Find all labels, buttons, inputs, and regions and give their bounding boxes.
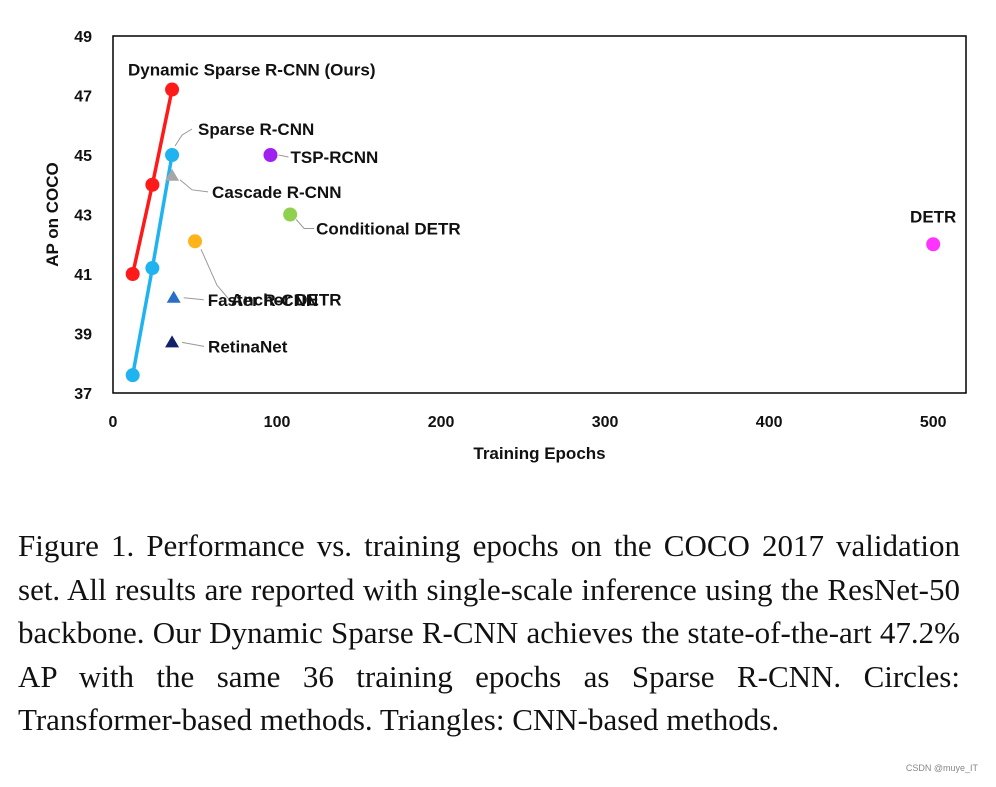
x-tick-label: 500 — [920, 414, 947, 431]
leader-line — [181, 341, 205, 347]
x-axis-title: Training Epochs — [473, 444, 605, 463]
leader-line — [183, 297, 204, 301]
leader-line — [278, 154, 289, 158]
series-point — [145, 261, 160, 276]
series-point — [165, 148, 180, 162]
x-tick-labels: 0 100 200 300 400 500 — [109, 414, 947, 431]
point-label: DETR — [910, 207, 956, 226]
series-label: Dynamic Sparse R-CNN (Ours) — [128, 61, 376, 80]
x-tick-label: 300 — [592, 414, 619, 431]
leader-line — [200, 249, 230, 300]
point-label: Cascade R-CNN — [212, 183, 341, 202]
x-tick-label: 200 — [428, 414, 455, 431]
y-tick-label: 41 — [74, 267, 92, 284]
leader-line — [295, 219, 315, 229]
y-tick-label: 47 — [74, 89, 92, 106]
circle-point — [283, 207, 298, 222]
series-label: Sparse R-CNN — [198, 120, 314, 139]
series-point — [125, 368, 140, 383]
plot-area — [112, 35, 967, 394]
x-tick-label: 100 — [264, 414, 291, 431]
series-point — [165, 82, 180, 97]
y-tick-label: 43 — [74, 208, 92, 225]
triangle-point — [166, 290, 181, 303]
leader-line — [179, 179, 209, 193]
series-point — [145, 177, 160, 192]
point-label: Faster R-CNN — [208, 291, 319, 310]
circle-point — [263, 148, 278, 162]
point-label: Conditional DETR — [316, 220, 460, 239]
y-tick-label: 39 — [74, 327, 92, 344]
y-tick-label: 49 — [74, 29, 92, 46]
triangle-point — [165, 168, 180, 181]
y-tick-label: 37 — [74, 386, 92, 403]
x-tick-label: 400 — [756, 414, 783, 431]
figure-caption: Figure 1. Performance vs. training epoch… — [18, 528, 960, 737]
point-labels: Dynamic Sparse R-CNN (Ours) Sparse R-CNN T… — [128, 61, 956, 357]
y-tick-labels: 37 39 41 43 45 47 49 — [74, 29, 92, 403]
point-label: Anchor DETR — [231, 290, 342, 309]
data-points — [125, 82, 941, 383]
performance-chart: 37 39 41 43 45 47 49 0 100 200 300 400 500 Training… — [43, 29, 967, 463]
triangle-point — [165, 335, 180, 348]
circle-point — [188, 234, 203, 249]
label-leader-lines — [174, 128, 315, 347]
series-lines — [130, 89, 174, 376]
series-point — [125, 267, 140, 281]
point-label: TSP-RCNN — [290, 148, 378, 167]
point-label: RetinaNet — [208, 337, 288, 356]
y-tick-label: 45 — [74, 148, 92, 165]
watermark: CSDN @muye_IT — [905, 763, 978, 773]
x-tick-label: 0 — [109, 414, 118, 431]
circle-point — [926, 237, 941, 252]
y-axis-title: AP on COCO — [43, 162, 62, 267]
leader-line — [174, 128, 193, 147]
